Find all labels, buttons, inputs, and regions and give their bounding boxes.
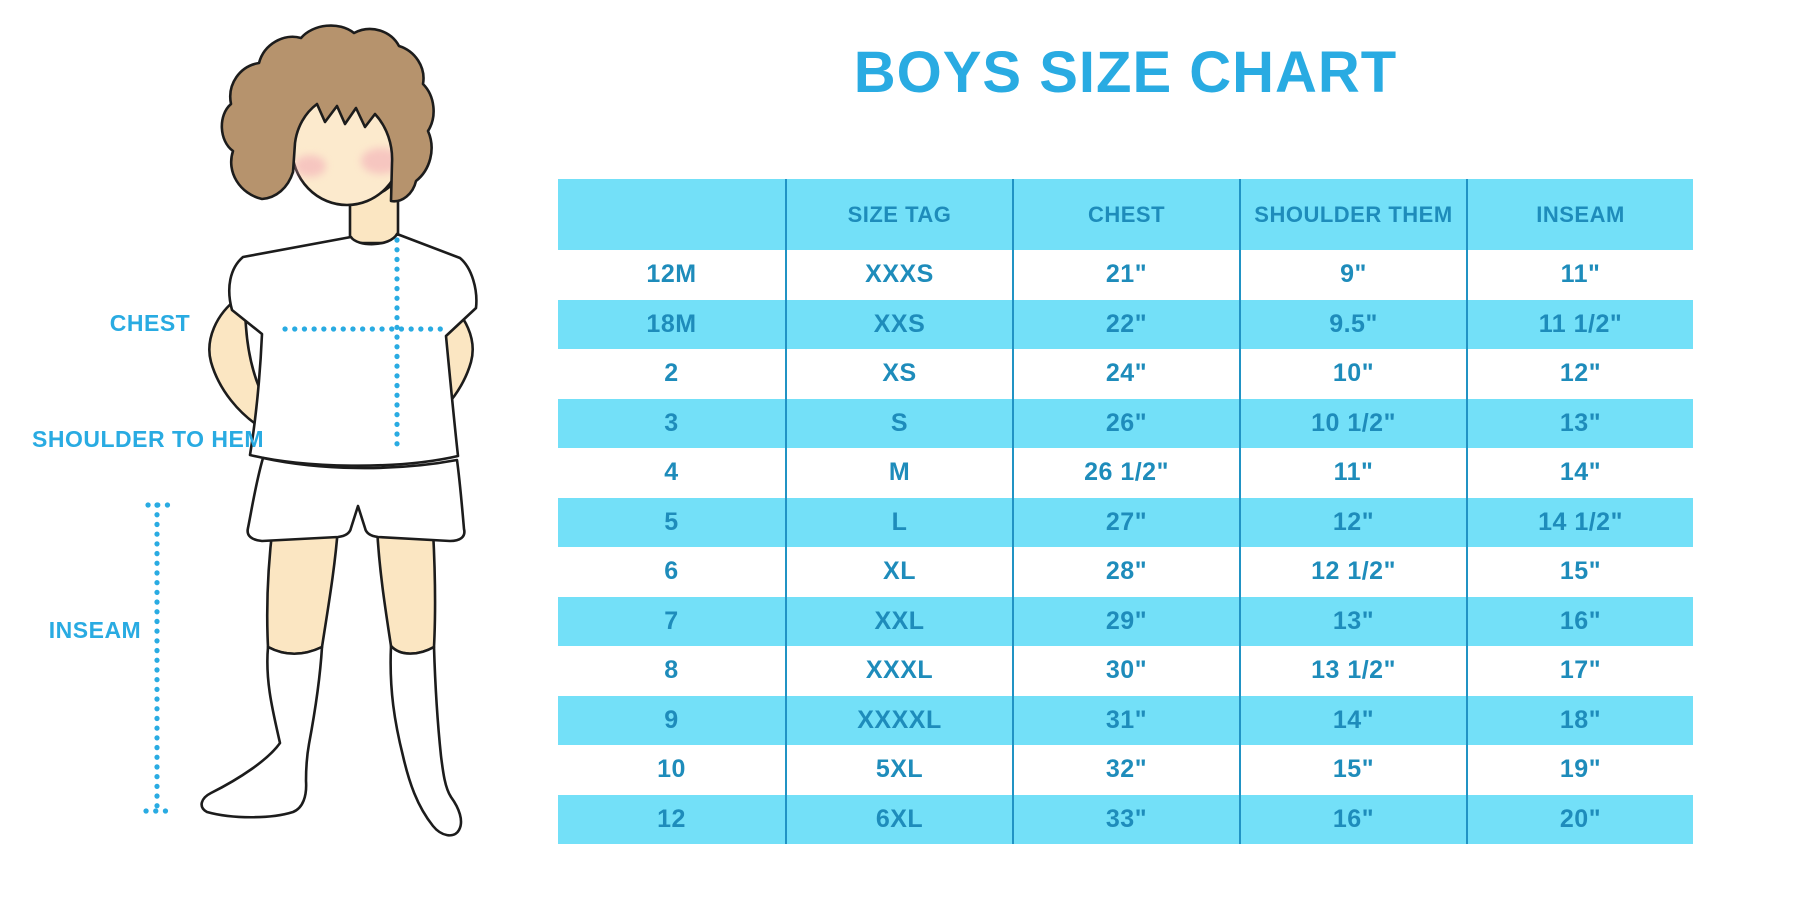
column-header: SIZE TAG <box>785 179 1012 250</box>
size-table: SIZE TAG CHEST SHOULDER THEM INSEAM 12M XXXS… <box>558 179 1693 844</box>
table-cell: 18" <box>1466 695 1693 745</box>
column-header: CHEST <box>1012 179 1239 250</box>
table-cell: XXXS <box>785 250 1012 300</box>
table-cell: XL <box>785 547 1012 597</box>
table-cell: 5XL <box>785 745 1012 795</box>
table-cell: 19" <box>1466 745 1693 795</box>
right-sock <box>389 644 463 837</box>
table-cell: XXL <box>785 596 1012 646</box>
table-cell: 13" <box>1466 398 1693 448</box>
table-cell: 31" <box>1012 695 1239 745</box>
left-arm <box>208 296 270 431</box>
table-cell: XXXXL <box>785 695 1012 745</box>
table-row: 4 M 26 1/2" 11" 14" <box>558 448 1693 498</box>
table-cell: 2 <box>664 359 679 388</box>
table-cell: 14" <box>1239 695 1466 745</box>
table-cell: 11 1/2" <box>1466 299 1693 349</box>
table-cell: 10 <box>657 755 686 784</box>
table-cell: 9.5" <box>1239 299 1466 349</box>
table-cell: 5 <box>664 507 679 536</box>
table-row: 6 XL 28" 12 1/2" 15" <box>558 547 1693 597</box>
table-cell: 6 <box>664 557 679 586</box>
table-cell: 12 1/2" <box>1239 547 1466 597</box>
t-shirt <box>228 232 478 467</box>
table-cell: 4 <box>664 458 679 487</box>
table-cell: 14 1/2" <box>1466 497 1693 547</box>
size-table-body: 12M XXXS 21" 9" 11" 18M XXS 22" 9.5" 11 1/2" 2 XS 24… <box>558 250 1693 844</box>
table-cell: 16" <box>1239 794 1466 844</box>
table-row: 10 5XL 32" 15" 19" <box>558 745 1693 795</box>
table-cell: 26 1/2" <box>1012 448 1239 498</box>
shorts <box>246 456 466 543</box>
table-row: 9 XXXXL 31" 14" 18" <box>558 695 1693 745</box>
table-cell: 22" <box>1012 299 1239 349</box>
table-cell: 12M <box>646 260 697 289</box>
table-cell: 32" <box>1012 745 1239 795</box>
table-cell: 8 <box>664 656 679 685</box>
table-cell: 11" <box>1466 250 1693 300</box>
table-cell: 9" <box>1239 250 1466 300</box>
table-cell: 29" <box>1012 596 1239 646</box>
table-cell: 27" <box>1012 497 1239 547</box>
table-cell: 28" <box>1012 547 1239 597</box>
table-cell: S <box>785 398 1012 448</box>
column-header <box>558 179 785 250</box>
table-cell: M <box>785 448 1012 498</box>
shoulder-to-hem-label: SHOULDER TO HEM <box>32 426 264 452</box>
table-row: 12M XXXS 21" 9" 11" <box>558 250 1693 300</box>
chest-label: CHEST <box>109 310 191 336</box>
table-cell: 18M <box>646 309 697 338</box>
left-blush <box>294 155 326 177</box>
left-sock <box>200 645 324 819</box>
table-cell: 12" <box>1466 349 1693 399</box>
table-row: 8 XXXL 30" 13 1/2" 17" <box>558 646 1693 696</box>
page-title: BOYS SIZE CHART <box>853 40 1398 105</box>
table-cell: XS <box>785 349 1012 399</box>
table-cell: 13 1/2" <box>1239 646 1466 696</box>
table-cell: 12" <box>1239 497 1466 547</box>
table-cell: 15" <box>1239 745 1466 795</box>
table-cell: 14" <box>1466 448 1693 498</box>
table-cell: 13" <box>1239 596 1466 646</box>
table-row: 12 6XL 33" 16" 20" <box>558 794 1693 844</box>
table-cell: XXXL <box>785 646 1012 696</box>
boy-figure-illustration <box>143 24 478 837</box>
table-cell: 33" <box>1012 794 1239 844</box>
table-row: 2 XS 24" 10" 12" <box>558 349 1693 399</box>
table-cell: 6XL <box>785 794 1012 844</box>
table-cell: 21" <box>1012 250 1239 300</box>
inseam-label: INSEAM <box>48 617 142 643</box>
table-cell: 15" <box>1466 547 1693 597</box>
table-cell: 17" <box>1466 646 1693 696</box>
table-cell: 9 <box>664 705 679 734</box>
table-cell: 10 1/2" <box>1239 398 1466 448</box>
table-row: 7 XXL 29" 13" 16" <box>558 596 1693 646</box>
hair <box>220 24 435 203</box>
table-cell: 12 <box>657 804 686 833</box>
column-header: SHOULDER THEM <box>1239 179 1466 250</box>
table-cell: 7 <box>664 606 679 635</box>
table-row: 5 L 27" 12" 14 1/2" <box>558 497 1693 547</box>
table-cell: 30" <box>1012 646 1239 696</box>
table-cell: 10" <box>1239 349 1466 399</box>
right-leg <box>375 525 437 655</box>
table-cell: L <box>785 497 1012 547</box>
size-table-header: SIZE TAG CHEST SHOULDER THEM INSEAM <box>558 179 1693 250</box>
table-cell: 11" <box>1239 448 1466 498</box>
table-cell: 26" <box>1012 398 1239 448</box>
table-cell: 24" <box>1012 349 1239 399</box>
table-cell: XXS <box>785 299 1012 349</box>
table-row: 18M XXS 22" 9.5" 11 1/2" <box>558 299 1693 349</box>
table-cell: 20" <box>1466 794 1693 844</box>
table-row: 3 S 26" 10 1/2" 13" <box>558 398 1693 448</box>
column-header: INSEAM <box>1466 179 1693 250</box>
table-cell: 16" <box>1466 596 1693 646</box>
table-cell: 3 <box>664 408 679 437</box>
left-leg <box>265 522 340 656</box>
